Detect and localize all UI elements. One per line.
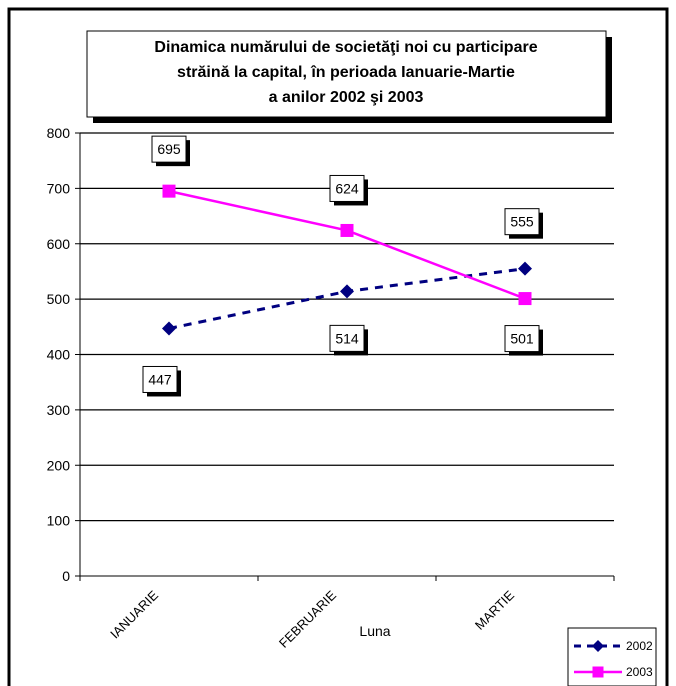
data-point-2002: [518, 261, 532, 276]
data-label-box: [504, 325, 540, 353]
x-axis-title: Luna: [359, 623, 390, 639]
data-label-text: 514: [335, 330, 359, 346]
data-point-2003: [340, 223, 354, 237]
y-tick-label: 600: [47, 236, 71, 252]
data-label-box: [329, 324, 365, 352]
y-tick-label: 800: [47, 125, 71, 141]
y-tick-label: 400: [47, 347, 71, 363]
y-tick-label: 100: [47, 513, 71, 529]
data-label-2002: 514: [329, 324, 368, 356]
data-label-2002: 447: [142, 365, 181, 397]
data-label-2003: 624: [329, 174, 368, 206]
data-point-2003: [162, 184, 176, 198]
title-box: [86, 30, 607, 118]
legend-item-2003: 2003: [574, 665, 653, 679]
data-labels: 447 514 555 695 624 501: [142, 135, 543, 397]
legend-swatch-marker: [592, 640, 604, 652]
legend-swatch-marker: [592, 666, 604, 678]
data-label-2003: 695: [151, 135, 190, 167]
data-point-2002: [162, 321, 176, 336]
y-tick-label: 300: [47, 402, 71, 418]
data-label-text: 624: [335, 180, 359, 196]
data-point-2002: [340, 284, 354, 299]
y-tick-label: 200: [47, 457, 71, 473]
legend-label: 2002: [626, 639, 653, 653]
y-tick-label: 700: [47, 180, 71, 196]
legend-item-2002: 2002: [574, 639, 653, 653]
legend: 2002 2003: [567, 627, 657, 686]
chart-title-line-2: străină la capital, în perioada Ianuarie…: [177, 64, 515, 81]
legend-label: 2003: [626, 665, 653, 679]
y-tick-label: 500: [47, 291, 71, 307]
data-label-box: [142, 365, 178, 393]
data-label-text: 501: [510, 331, 534, 347]
data-label-box: [504, 208, 540, 236]
legend-box: [567, 627, 657, 686]
data-label-box: [151, 135, 187, 163]
y-axis-ticks: 0 100 200 300 400 500 600 700 800: [47, 125, 80, 584]
chart-title-line-3: a anilor 2002 şi 2003: [269, 89, 424, 106]
data-label-text: 555: [510, 214, 534, 230]
data-label-2003: 501: [504, 325, 543, 356]
data-label-2002: 555: [504, 208, 543, 239]
data-label-box: [329, 174, 365, 202]
chart-title-line-1: Dinamica numărului de societăţi noi cu p…: [154, 39, 537, 56]
series-layer: [162, 184, 532, 336]
data-label-text: 447: [148, 371, 172, 387]
data-label-text: 695: [157, 141, 181, 157]
y-tick-label: 0: [62, 568, 70, 584]
data-point-2003: [518, 292, 532, 306]
